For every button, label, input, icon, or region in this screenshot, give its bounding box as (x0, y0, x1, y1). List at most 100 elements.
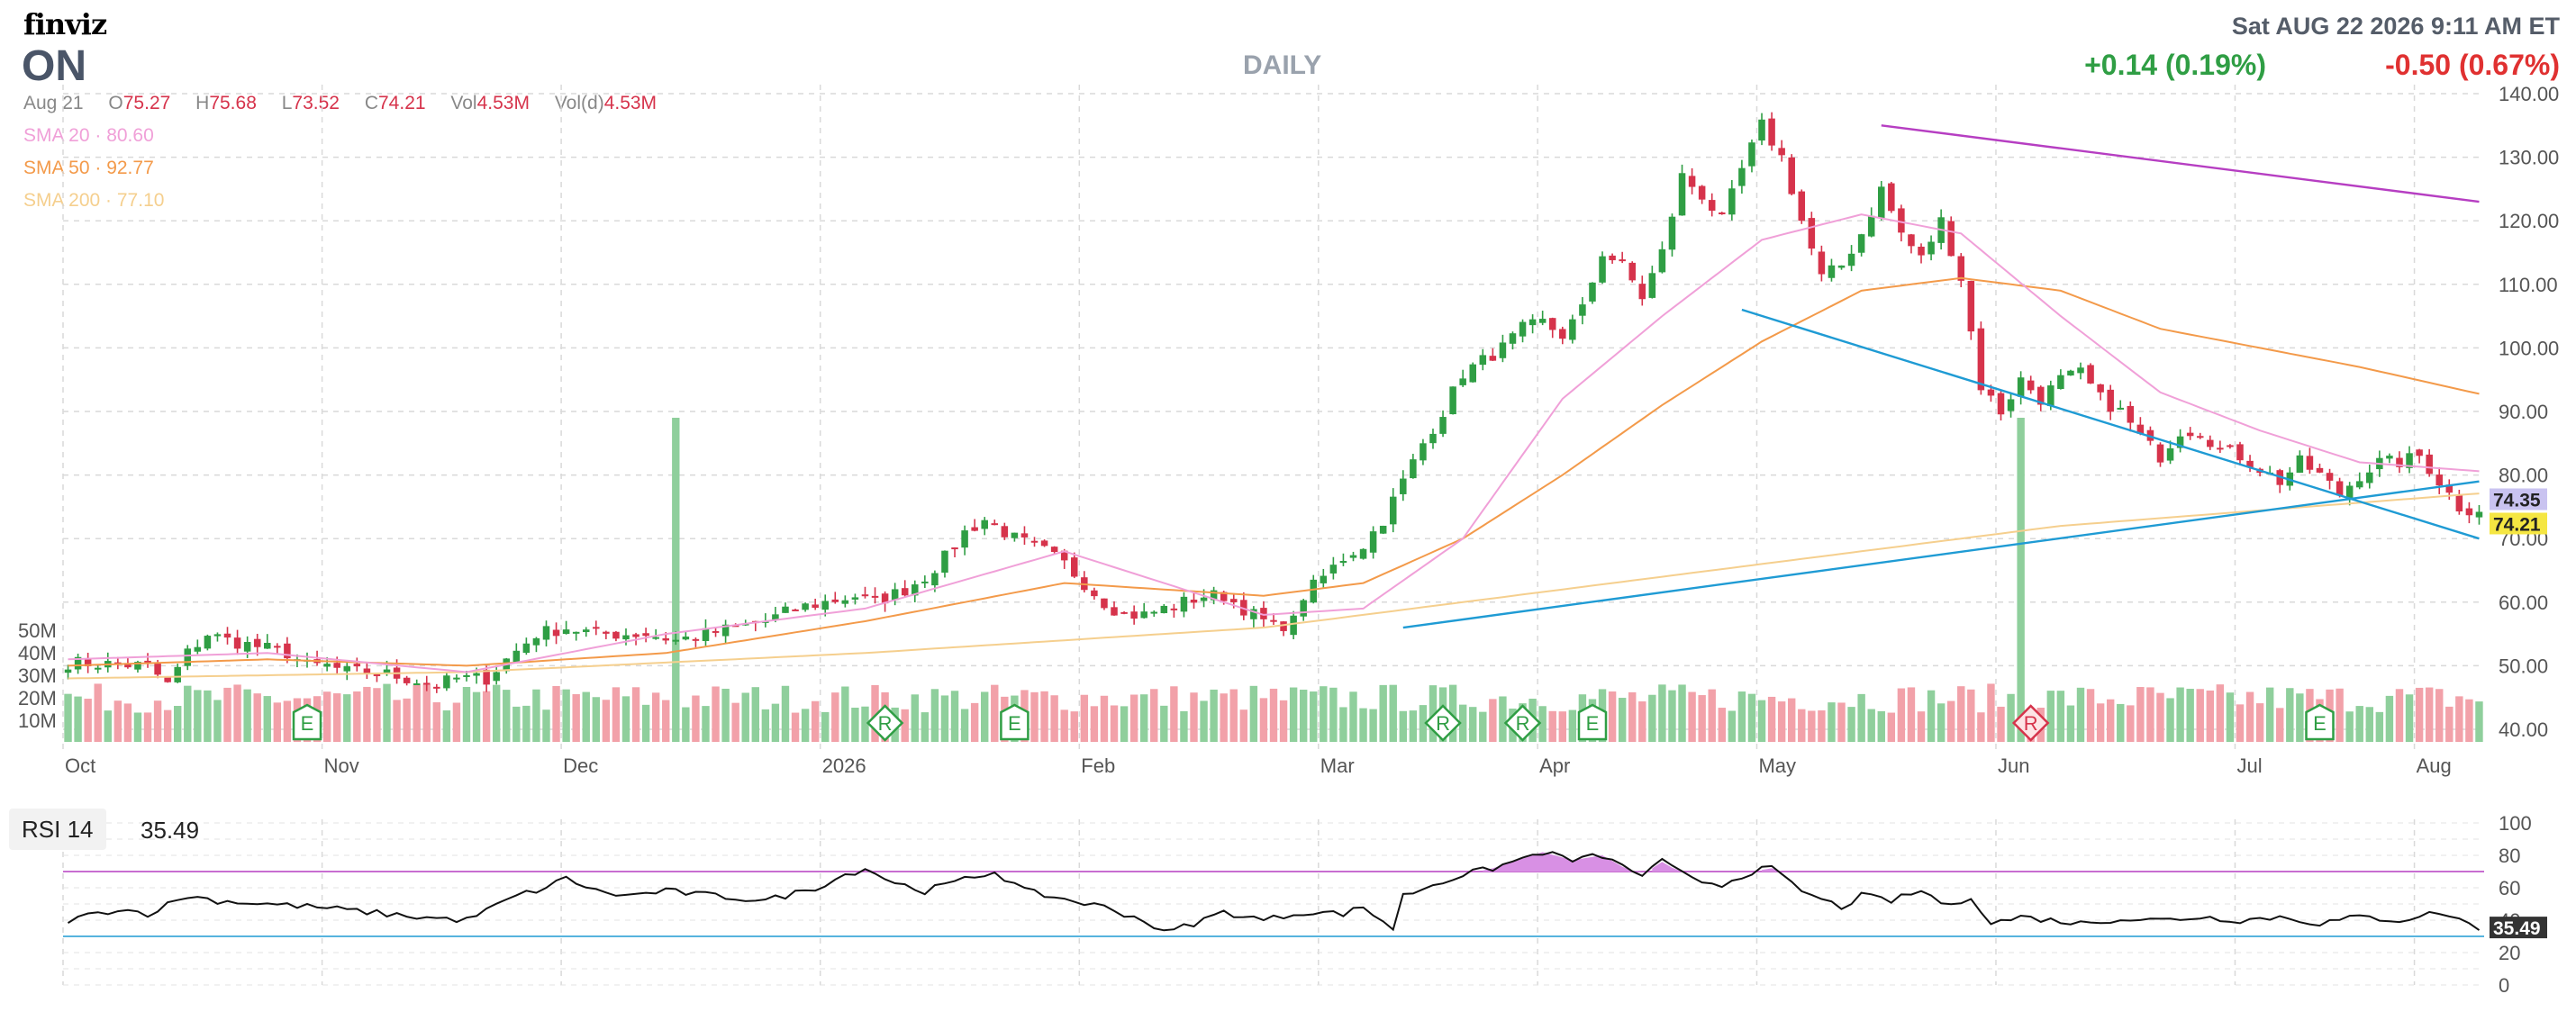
event-marker-letter: E (2313, 712, 2327, 735)
candle-body (1489, 356, 1497, 361)
candle-body (2236, 444, 2244, 461)
volume-d-label: Vol(d) (554, 93, 604, 113)
candle-body (1708, 200, 1716, 212)
volume-bar (2096, 703, 2105, 742)
candle-body (2217, 447, 2224, 450)
candle-body (1050, 547, 1058, 553)
candle-body (1060, 550, 1068, 561)
trendline (1881, 124, 2480, 203)
volume-bar (1349, 691, 1357, 742)
volume-bar (1568, 709, 1577, 742)
candle-body (2166, 447, 2174, 461)
volume-bar (692, 695, 700, 742)
volume-bar (2007, 693, 2015, 742)
candle-body (2017, 377, 2025, 397)
volume-bar (1170, 686, 1178, 742)
volume-bar (223, 687, 231, 742)
candle-body (1609, 255, 1616, 261)
candle-body (1459, 378, 1466, 385)
open-value: 75.27 (122, 93, 171, 113)
candle-body (841, 600, 849, 604)
volume-bar (1538, 706, 1547, 742)
volume-bar (2336, 688, 2344, 742)
volume-bar (1050, 695, 1058, 742)
volume-bar (1479, 711, 1487, 742)
volume-bar (621, 696, 630, 742)
volume-bar (1389, 684, 1397, 742)
candle-body (632, 634, 639, 637)
low-value: 73.52 (292, 93, 340, 113)
y-tick-label: 110.00 (2499, 274, 2558, 296)
candle-body (1290, 615, 1297, 636)
candle-body (1180, 596, 1188, 612)
volume-bar (1359, 708, 1367, 742)
volume-bar (2236, 704, 2245, 742)
volume-bar (1628, 691, 1637, 742)
candle-body (204, 636, 212, 649)
volume-bar (393, 700, 401, 742)
volume-bar (1289, 687, 1298, 742)
volume-bar (1987, 683, 1995, 742)
finviz-logo[interactable]: finviz (23, 7, 107, 41)
y-tick-label: 130.00 (2499, 147, 2559, 169)
volume-bar (602, 700, 611, 742)
volume-bar (263, 696, 271, 742)
volume-bar (432, 702, 441, 742)
volume-bar (821, 711, 830, 742)
volume-bar (2146, 687, 2154, 742)
volume-bar (930, 689, 939, 742)
volume-bar (2076, 687, 2085, 742)
candle-body (323, 664, 331, 667)
sma20-line (68, 213, 2480, 673)
candle-body (243, 642, 251, 652)
volume-bar (1548, 710, 1556, 742)
price-tag (2490, 488, 2547, 511)
candle-body (2475, 511, 2483, 518)
volume-bar (194, 690, 202, 742)
candle-body (1429, 433, 1437, 444)
volume-bar (1977, 712, 1985, 742)
volume-bar (761, 709, 770, 742)
volume-bar (1070, 711, 1078, 742)
candle-body (154, 663, 161, 675)
candle-body (2386, 456, 2393, 459)
volume-bar (801, 709, 810, 742)
candle-body (1130, 611, 1138, 619)
event-marker-letter: R (2024, 712, 2038, 735)
volume-bar (153, 700, 162, 742)
sma20-legend: SMA 20 · 80.60 (23, 125, 154, 146)
volume-value: 4.53M (476, 93, 530, 113)
candle-body (1888, 183, 1895, 212)
volume-bar (64, 693, 72, 742)
candle-body (64, 669, 72, 673)
dividend-diamond (1424, 704, 1462, 742)
volume-bar (204, 690, 212, 742)
candle-body (1320, 575, 1328, 583)
volume-bar (1877, 710, 1885, 742)
volume-bar (741, 692, 749, 742)
dividend-diamond (866, 704, 904, 742)
candle-body (1071, 557, 1078, 577)
volume-bar (1767, 696, 1776, 742)
candle-body (1808, 218, 1816, 249)
candle-body (2027, 380, 2035, 391)
volume-bar (1129, 694, 1138, 742)
volume-bar (343, 694, 351, 742)
y-tick-label: 80.00 (2499, 465, 2548, 487)
volume-bar (2465, 699, 2473, 742)
candle-body (1668, 216, 1676, 250)
candle-body (2047, 385, 2054, 407)
candle-body (1579, 304, 1586, 316)
volume-bar (1409, 710, 1418, 742)
candle-body (861, 594, 869, 597)
candle-body (2355, 481, 2363, 488)
volume-bar (582, 691, 590, 742)
volume-bar (273, 702, 282, 742)
candle-body (2227, 445, 2234, 447)
event-marker-letter: E (301, 712, 314, 735)
volume-bar (1788, 698, 1796, 742)
candle-body (622, 635, 630, 640)
candle-body (2207, 439, 2214, 447)
candle-body (542, 626, 550, 640)
